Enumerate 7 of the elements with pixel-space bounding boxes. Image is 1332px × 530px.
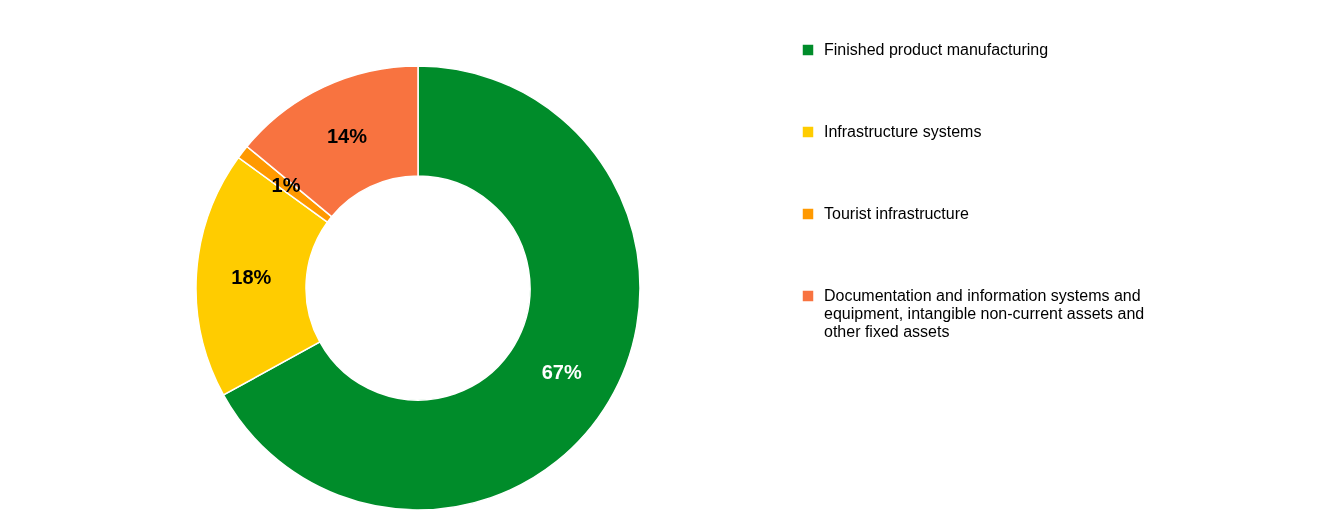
legend-label: Finished product manufacturing [824,41,1049,58]
legend-label: Documentation and information systems and equipment, intangible non-current assets and other fixed assets [824,287,1145,340]
legend-label: Infrastructure systems [824,123,982,140]
data-label: 67% [541,361,582,384]
legend-label: Tourist infrastructure [824,205,970,222]
data-label: 14% [326,124,368,147]
data-label: 18% [231,265,272,288]
